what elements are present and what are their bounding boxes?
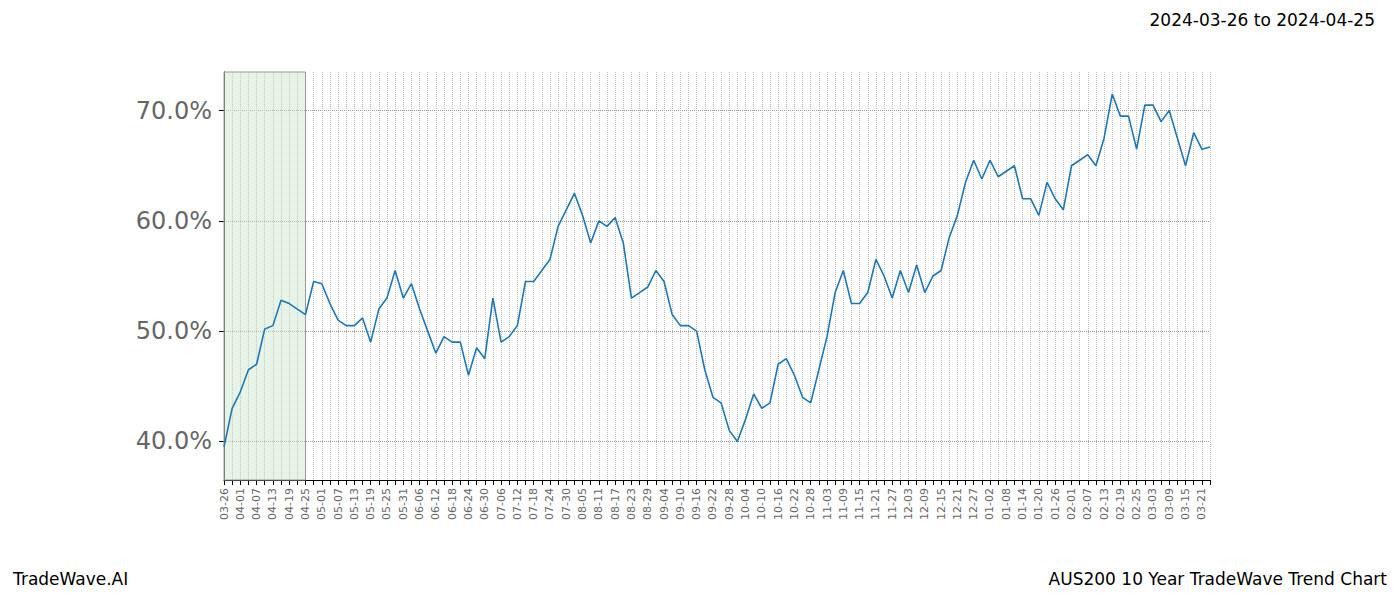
svg-text:01-26: 01-26 bbox=[1049, 488, 1062, 520]
svg-text:06-12: 06-12 bbox=[429, 488, 442, 520]
svg-text:09-22: 09-22 bbox=[706, 488, 719, 520]
svg-text:05-25: 05-25 bbox=[380, 488, 393, 520]
svg-text:04-07: 04-07 bbox=[250, 488, 263, 520]
svg-text:03-03: 03-03 bbox=[1146, 488, 1159, 520]
svg-text:12-03: 12-03 bbox=[902, 488, 915, 520]
svg-text:08-11: 08-11 bbox=[592, 488, 605, 520]
svg-text:40.0%: 40.0% bbox=[136, 427, 212, 455]
svg-text:08-23: 08-23 bbox=[625, 488, 638, 520]
svg-text:03-21: 03-21 bbox=[1195, 488, 1208, 520]
svg-text:08-17: 08-17 bbox=[609, 488, 622, 520]
svg-text:05-01: 05-01 bbox=[315, 488, 328, 520]
svg-text:04-19: 04-19 bbox=[283, 488, 296, 520]
svg-text:60.0%: 60.0% bbox=[136, 207, 212, 235]
svg-text:09-10: 09-10 bbox=[674, 488, 687, 520]
svg-text:02-01: 02-01 bbox=[1065, 488, 1078, 520]
svg-text:01-02: 01-02 bbox=[983, 488, 996, 520]
svg-text:04-01: 04-01 bbox=[234, 488, 247, 520]
svg-text:03-09: 03-09 bbox=[1163, 488, 1176, 520]
svg-text:02-25: 02-25 bbox=[1130, 488, 1143, 520]
svg-text:06-30: 06-30 bbox=[478, 488, 491, 520]
svg-text:TradeWave.AI: TradeWave.AI bbox=[12, 569, 128, 589]
svg-text:09-28: 09-28 bbox=[723, 488, 736, 520]
svg-text:04-13: 04-13 bbox=[266, 488, 279, 520]
svg-text:05-19: 05-19 bbox=[364, 488, 377, 520]
svg-text:11-27: 11-27 bbox=[886, 488, 899, 520]
svg-text:09-04: 09-04 bbox=[658, 488, 671, 520]
svg-text:09-16: 09-16 bbox=[690, 488, 703, 520]
svg-text:05-13: 05-13 bbox=[348, 488, 361, 520]
svg-text:11-03: 11-03 bbox=[821, 488, 834, 520]
svg-text:11-21: 11-21 bbox=[869, 488, 882, 520]
svg-text:06-18: 06-18 bbox=[446, 488, 459, 520]
svg-text:07-24: 07-24 bbox=[543, 488, 556, 520]
svg-text:06-24: 06-24 bbox=[462, 488, 475, 520]
svg-text:11-15: 11-15 bbox=[853, 488, 866, 520]
svg-text:AUS200 10 Year TradeWave Trend: AUS200 10 Year TradeWave Trend Chart bbox=[1049, 569, 1388, 589]
svg-text:12-21: 12-21 bbox=[951, 488, 964, 520]
svg-text:12-15: 12-15 bbox=[935, 488, 948, 520]
svg-text:01-14: 01-14 bbox=[1016, 488, 1029, 520]
svg-text:02-19: 02-19 bbox=[1114, 488, 1127, 520]
svg-text:02-13: 02-13 bbox=[1098, 488, 1111, 520]
svg-text:10-16: 10-16 bbox=[772, 488, 785, 520]
svg-text:08-29: 08-29 bbox=[641, 488, 654, 520]
svg-text:03-15: 03-15 bbox=[1179, 488, 1192, 520]
svg-text:07-06: 07-06 bbox=[495, 488, 508, 520]
svg-text:12-27: 12-27 bbox=[967, 488, 980, 520]
svg-text:05-31: 05-31 bbox=[397, 488, 410, 520]
svg-text:07-12: 07-12 bbox=[511, 488, 524, 520]
svg-text:03-26: 03-26 bbox=[218, 488, 231, 520]
svg-text:04-25: 04-25 bbox=[299, 488, 312, 520]
svg-text:10-22: 10-22 bbox=[788, 488, 801, 520]
svg-text:12-09: 12-09 bbox=[918, 488, 931, 520]
svg-text:08-05: 08-05 bbox=[576, 488, 589, 520]
svg-text:07-30: 07-30 bbox=[560, 488, 573, 520]
svg-text:50.0%: 50.0% bbox=[136, 317, 212, 345]
svg-text:05-07: 05-07 bbox=[332, 488, 345, 520]
svg-text:10-10: 10-10 bbox=[755, 488, 768, 520]
svg-text:02-07: 02-07 bbox=[1081, 488, 1094, 520]
svg-text:11-09: 11-09 bbox=[837, 488, 850, 520]
svg-text:10-28: 10-28 bbox=[804, 488, 817, 520]
svg-text:10-04: 10-04 bbox=[739, 488, 752, 520]
svg-text:01-20: 01-20 bbox=[1032, 488, 1045, 520]
svg-text:2024-03-26 to 2024-04-25: 2024-03-26 to 2024-04-25 bbox=[1150, 10, 1375, 30]
svg-text:70.0%: 70.0% bbox=[136, 97, 212, 125]
svg-text:07-18: 07-18 bbox=[527, 488, 540, 520]
svg-text:01-08: 01-08 bbox=[1000, 488, 1013, 520]
svg-text:06-06: 06-06 bbox=[413, 488, 426, 520]
